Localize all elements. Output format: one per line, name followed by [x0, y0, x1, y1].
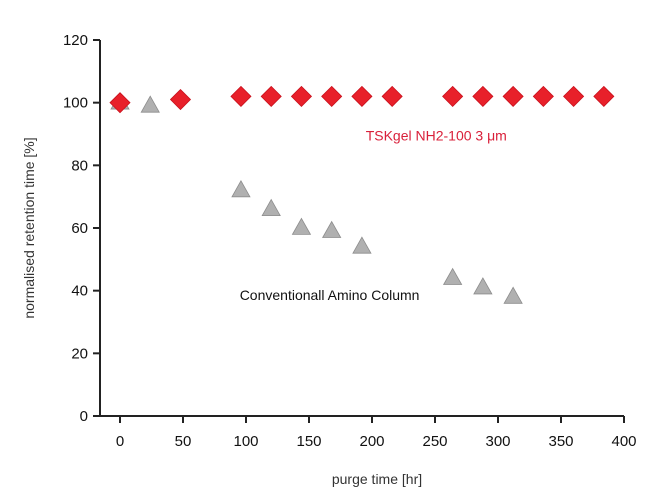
diamond-point [260, 85, 282, 107]
x-tick-label: 250 [422, 433, 447, 450]
triangle-point [473, 277, 493, 295]
y-ticks: 0 20 40 60 80 100 120 [63, 32, 100, 425]
x-ticks: 0 50 100 150 200 250 300 350 400 [116, 416, 637, 450]
annotations: TSKgel NH2-100 3 μm Conventionall Amino C… [240, 127, 507, 303]
diamond-point [532, 85, 554, 107]
triangle-point [352, 236, 372, 254]
triangle-point [140, 95, 160, 113]
triangle-point [261, 198, 281, 217]
triangle-point [503, 286, 523, 304]
diamond-point [290, 85, 313, 107]
y-tick-label: 80 [71, 157, 88, 174]
diamond-point [230, 85, 252, 107]
diamond-point [442, 85, 464, 107]
diamond-point [563, 85, 585, 107]
y-tick-label: 40 [71, 283, 88, 300]
x-tick-label: 350 [548, 433, 573, 450]
y-tick-label: 20 [71, 345, 88, 362]
diamond-point [593, 85, 615, 107]
triangle-point [442, 267, 463, 285]
diamond-point [381, 85, 403, 107]
y-axis-title: normalised retention time [%] [21, 137, 37, 318]
triangle-point [321, 220, 342, 238]
diamond-point [351, 85, 373, 107]
y-tick-label: 120 [63, 32, 88, 49]
y-tick-label: 100 [63, 95, 88, 112]
x-tick-label: 100 [233, 433, 258, 450]
diamond-point [502, 85, 524, 107]
y-tick-label: 0 [80, 408, 88, 425]
x-tick-label: 300 [485, 433, 510, 450]
diamond-point [321, 85, 343, 107]
diamond-point [169, 88, 192, 111]
x-tick-label: 400 [611, 433, 636, 450]
triangle-point [231, 179, 251, 198]
chart-annotation: Conventionall Amino Column [240, 287, 420, 303]
triangle-point [291, 217, 312, 235]
y-tick-label: 60 [71, 220, 88, 237]
diamond-point [109, 92, 131, 114]
x-axis-title: purge time [hr] [332, 471, 422, 487]
x-tick-label: 50 [175, 433, 192, 450]
x-tick-label: 200 [359, 433, 384, 450]
x-tick-label: 150 [296, 433, 321, 450]
x-tick-label: 0 [116, 433, 124, 450]
data-marks [109, 85, 615, 304]
diamond-point [472, 85, 494, 107]
chart-annotation: TSKgel NH2-100 3 μm [366, 127, 507, 143]
